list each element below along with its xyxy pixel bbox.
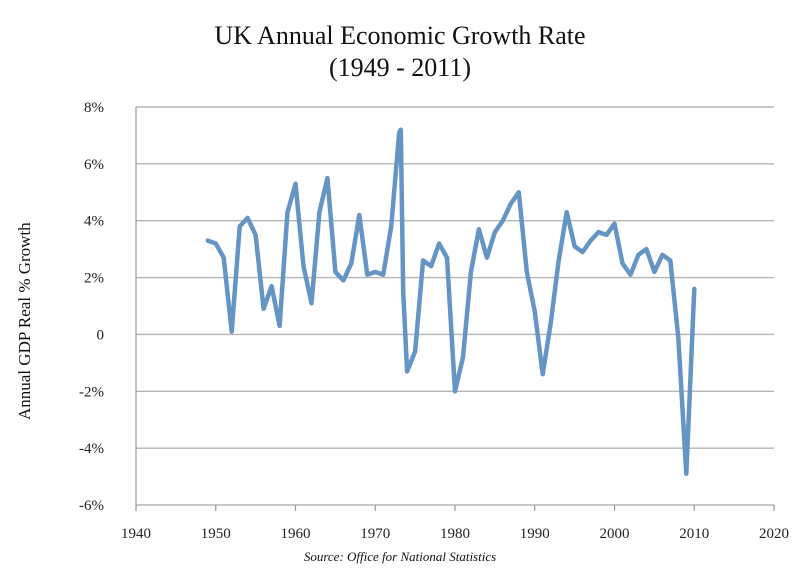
y-tick-label: 6% xyxy=(84,157,104,173)
x-tick-label: 2020 xyxy=(759,526,789,542)
y-tick-label: 0 xyxy=(97,327,105,343)
x-tick-label: 1940 xyxy=(121,526,151,542)
x-tick-label: 1980 xyxy=(440,526,470,542)
y-tick-labels: 8% 6% 4% 2% 0 -2% -4% -6% xyxy=(79,100,104,514)
source-note: Source: Office for National Statistics xyxy=(303,549,497,564)
x-tick-labels: 1940 1950 1960 1970 1980 1990 2000 2010 2020 xyxy=(121,526,789,542)
series-group xyxy=(205,127,697,476)
growth-rate-line xyxy=(205,127,697,476)
y-tick-label: 8% xyxy=(84,100,104,116)
y-tick-label: -2% xyxy=(79,384,104,400)
x-tick-label: 1970 xyxy=(360,526,390,542)
x-tick-label: 1960 xyxy=(281,526,311,542)
x-tick-label: 2010 xyxy=(679,526,709,542)
y-tick-label: 4% xyxy=(84,214,104,230)
y-tick-label: -6% xyxy=(79,498,104,514)
x-tick-label: 1990 xyxy=(520,526,550,542)
y-tick-label: 2% xyxy=(84,271,104,287)
x-tick-label: 1950 xyxy=(201,526,231,542)
x-tick-label: 2000 xyxy=(600,526,630,542)
y-tick-label: -4% xyxy=(79,441,104,457)
chart-title: UK Annual Economic Growth Rate xyxy=(214,21,586,50)
chart-subtitle: (1949 - 2011) xyxy=(328,53,471,82)
